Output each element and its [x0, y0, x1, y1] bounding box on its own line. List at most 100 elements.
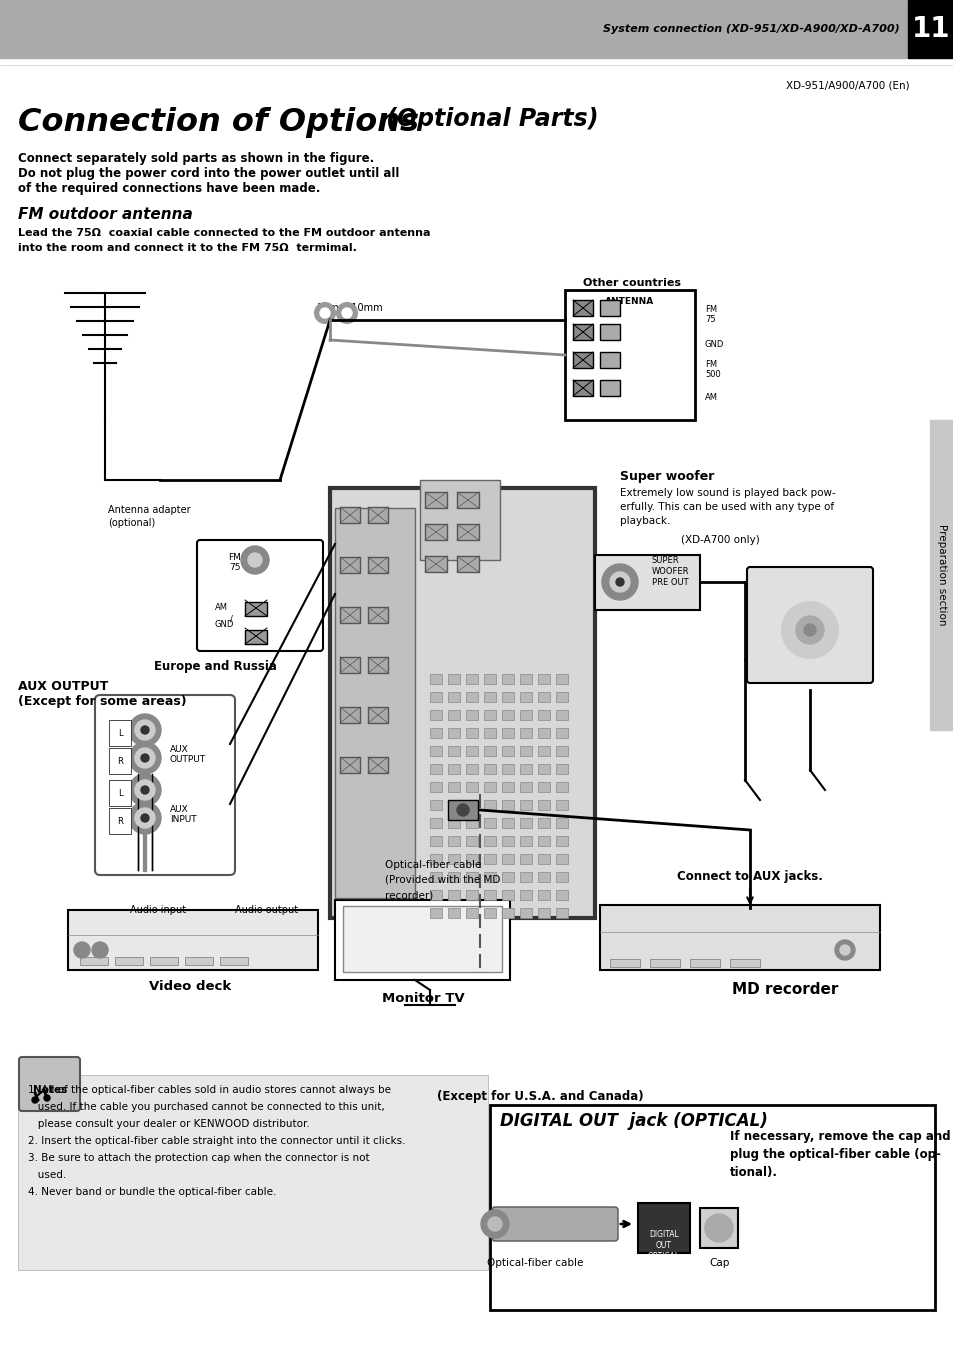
FancyBboxPatch shape	[492, 1206, 618, 1242]
Bar	[465, 692, 477, 703]
Circle shape	[616, 578, 623, 586]
Text: DIGITAL
OUT
OPTICAL: DIGITAL OUT OPTICAL	[647, 1229, 679, 1262]
Bar	[430, 908, 441, 917]
Bar	[556, 836, 567, 846]
Bar	[519, 765, 532, 774]
Text: If necessary, remove the cap and: If necessary, remove the cap and	[729, 1129, 949, 1143]
Circle shape	[488, 1217, 501, 1231]
Bar	[556, 765, 567, 774]
Bar	[649, 959, 679, 967]
Bar	[689, 959, 720, 967]
Text: (Except for some areas): (Except for some areas)	[18, 694, 187, 708]
Text: please consult your dealer or KENWOOD distributor.: please consult your dealer or KENWOOD di…	[28, 1119, 310, 1129]
Text: Europe and Russia: Europe and Russia	[153, 661, 276, 673]
Bar	[150, 957, 178, 965]
Bar	[519, 674, 532, 684]
Bar	[564, 290, 695, 420]
Bar	[430, 854, 441, 865]
Bar	[599, 324, 619, 340]
Bar	[430, 890, 441, 900]
Text: Video deck: Video deck	[149, 979, 231, 993]
Bar	[430, 836, 441, 846]
Circle shape	[44, 1096, 50, 1101]
Bar	[483, 746, 496, 757]
Bar	[245, 603, 267, 616]
Bar	[483, 674, 496, 684]
Bar	[448, 890, 459, 900]
Text: AUX OUTPUT: AUX OUTPUT	[18, 680, 108, 693]
Circle shape	[141, 815, 149, 821]
Bar	[465, 782, 477, 792]
Bar	[245, 630, 267, 644]
Text: tional).: tional).	[729, 1166, 778, 1179]
Circle shape	[704, 1215, 732, 1242]
Bar	[556, 782, 567, 792]
Bar	[501, 800, 514, 811]
Bar	[368, 657, 388, 673]
Bar	[638, 1202, 689, 1252]
Bar	[424, 524, 447, 540]
Text: playback.: playback.	[619, 516, 670, 526]
Circle shape	[91, 942, 108, 958]
Bar	[456, 524, 478, 540]
Text: Extremely low sound is played back pow-: Extremely low sound is played back pow-	[619, 488, 835, 499]
Text: FM
75: FM 75	[229, 553, 241, 573]
Bar	[448, 728, 459, 738]
Bar	[556, 711, 567, 720]
Bar	[556, 746, 567, 757]
Bar	[465, 908, 477, 917]
Text: Do not plug the power cord into the power outlet until all: Do not plug the power cord into the powe…	[18, 168, 399, 180]
Bar	[339, 657, 359, 673]
Text: Lead the 75Ω  coaxial cable connected to the FM outdoor antenna: Lead the 75Ω coaxial cable connected to …	[18, 228, 430, 238]
Bar	[339, 557, 359, 573]
Circle shape	[129, 713, 161, 746]
Bar	[537, 836, 550, 846]
Circle shape	[248, 553, 262, 567]
Bar	[501, 711, 514, 720]
Bar	[448, 817, 459, 828]
Bar	[501, 890, 514, 900]
Bar	[519, 728, 532, 738]
Bar	[368, 757, 388, 773]
Circle shape	[840, 944, 849, 955]
Text: GND: GND	[704, 340, 723, 349]
Bar	[501, 765, 514, 774]
Bar	[537, 728, 550, 738]
Text: System connection (XD-951/XD-A900/XD-A700): System connection (XD-951/XD-A900/XD-A70…	[602, 24, 899, 34]
Text: AUX
INPUT: AUX INPUT	[170, 805, 196, 824]
Circle shape	[480, 1210, 509, 1238]
Text: (XD-A700 only): (XD-A700 only)	[679, 535, 759, 544]
Bar	[729, 959, 760, 967]
Bar	[483, 800, 496, 811]
Bar	[519, 692, 532, 703]
Text: used.: used.	[28, 1170, 66, 1179]
Bar	[537, 711, 550, 720]
Bar	[424, 492, 447, 508]
Text: Super woofer: Super woofer	[619, 470, 714, 484]
Bar	[556, 817, 567, 828]
Bar	[519, 908, 532, 917]
Bar	[339, 757, 359, 773]
Text: Connect separately sold parts as shown in the figure.: Connect separately sold parts as shown i…	[18, 153, 374, 165]
Circle shape	[135, 748, 154, 767]
Circle shape	[803, 624, 815, 636]
Text: erfully. This can be used with any type of: erfully. This can be used with any type …	[619, 503, 833, 512]
Bar	[448, 836, 459, 846]
Bar	[929, 420, 953, 730]
Bar	[330, 488, 595, 917]
Bar	[80, 957, 108, 965]
Bar	[556, 728, 567, 738]
Circle shape	[129, 742, 161, 774]
Bar	[490, 1105, 934, 1310]
Bar	[465, 800, 477, 811]
Bar	[343, 907, 501, 971]
Bar	[599, 300, 619, 316]
Text: Preparation section: Preparation section	[936, 524, 946, 626]
Bar	[424, 557, 447, 571]
Text: AM: AM	[214, 603, 228, 612]
Bar	[430, 711, 441, 720]
Circle shape	[609, 571, 629, 592]
Bar	[483, 765, 496, 774]
Circle shape	[135, 808, 154, 828]
Bar	[519, 711, 532, 720]
